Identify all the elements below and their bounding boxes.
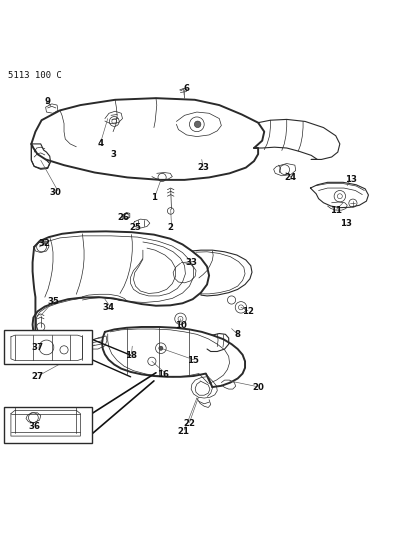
Text: 16: 16 [157,370,169,379]
Text: 33: 33 [185,259,198,268]
Bar [4,407,92,443]
Text: 13: 13 [339,219,351,228]
Text: 18: 18 [124,351,136,360]
Text: 11: 11 [329,206,341,215]
Text: 35: 35 [47,297,59,306]
Text: 3: 3 [110,150,116,159]
Text: 8: 8 [234,330,240,339]
Text: 2: 2 [167,223,173,232]
Circle shape [158,346,162,350]
Text: 5113 100 C: 5113 100 C [8,71,62,80]
Text: 30: 30 [50,188,62,197]
Text: 9: 9 [45,96,51,106]
Text: 1: 1 [151,192,157,201]
Text: 36: 36 [28,422,40,431]
Text: 37: 37 [31,343,43,352]
Text: 10: 10 [174,321,186,330]
Text: 23: 23 [196,163,209,172]
Text: 22: 22 [183,419,195,429]
Circle shape [194,121,200,127]
Bar [4,330,92,364]
Text: 26: 26 [117,213,129,222]
Text: 25: 25 [129,223,141,232]
Text: 27: 27 [31,372,43,381]
Text: 21: 21 [178,427,189,435]
Text: 34: 34 [103,303,115,312]
Text: 24: 24 [284,173,296,182]
Text: 4: 4 [97,140,103,148]
Text: 20: 20 [252,383,263,392]
Text: 13: 13 [344,175,356,184]
Text: 6: 6 [183,84,189,93]
Text: 15: 15 [187,357,198,366]
Text: 12: 12 [241,308,253,317]
Text: 32: 32 [39,239,51,248]
